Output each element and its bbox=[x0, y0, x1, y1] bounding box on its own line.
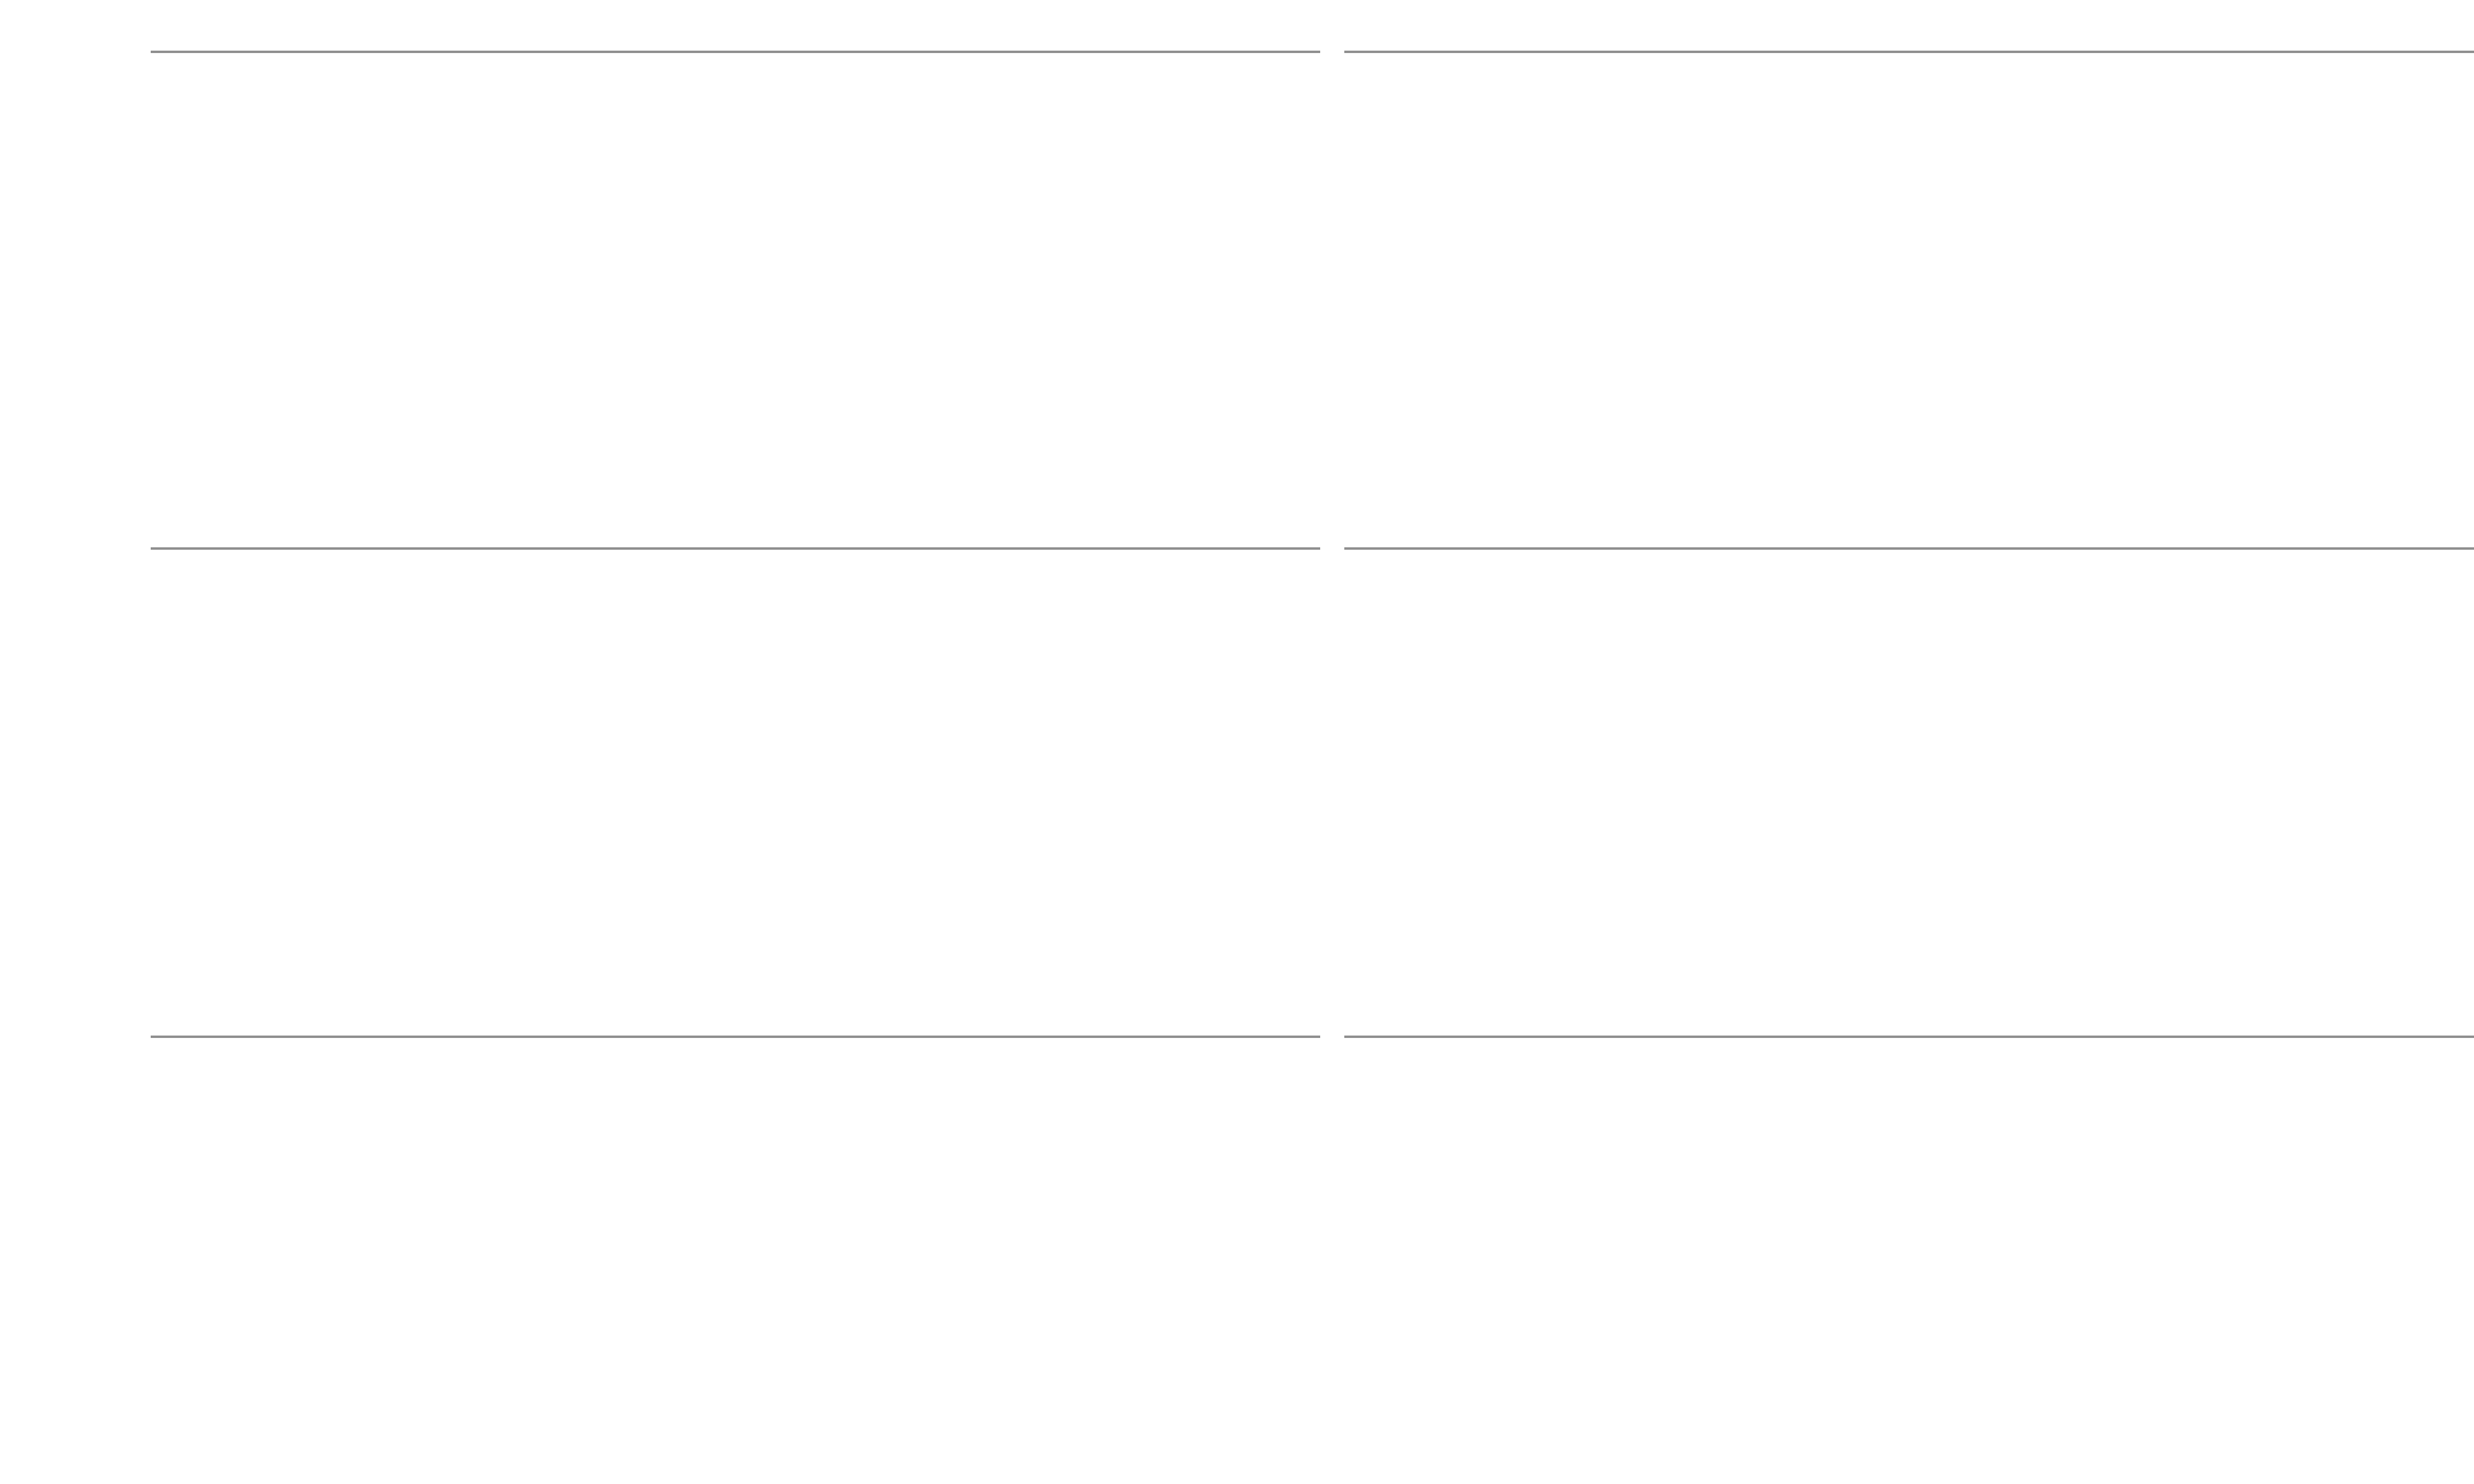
panel-f-rule bbox=[1344, 1036, 2474, 1038]
panel-b-header bbox=[151, 508, 1320, 550]
panel-d bbox=[1344, 11, 2474, 500]
panel-b bbox=[151, 508, 1320, 996]
left-column bbox=[151, 0, 1320, 1484]
panel-a bbox=[151, 11, 1320, 497]
panel-c bbox=[151, 996, 1320, 1484]
panel-a-header bbox=[151, 11, 1320, 53]
panel-e bbox=[1344, 508, 2474, 996]
panel-f bbox=[1344, 996, 2474, 1484]
panel-b-rule bbox=[151, 547, 1320, 550]
panel-d-rule bbox=[1344, 51, 2474, 53]
panel-d-header bbox=[1344, 11, 2474, 53]
panel-a-rule bbox=[151, 51, 1320, 53]
right-column bbox=[1344, 0, 2474, 1484]
panel-c-rule bbox=[151, 1036, 1320, 1038]
panel-f-header bbox=[1344, 996, 2474, 1038]
panel-e-rule bbox=[1344, 547, 2474, 550]
panel-c-header bbox=[151, 996, 1320, 1038]
panel-e-header bbox=[1344, 508, 2474, 550]
